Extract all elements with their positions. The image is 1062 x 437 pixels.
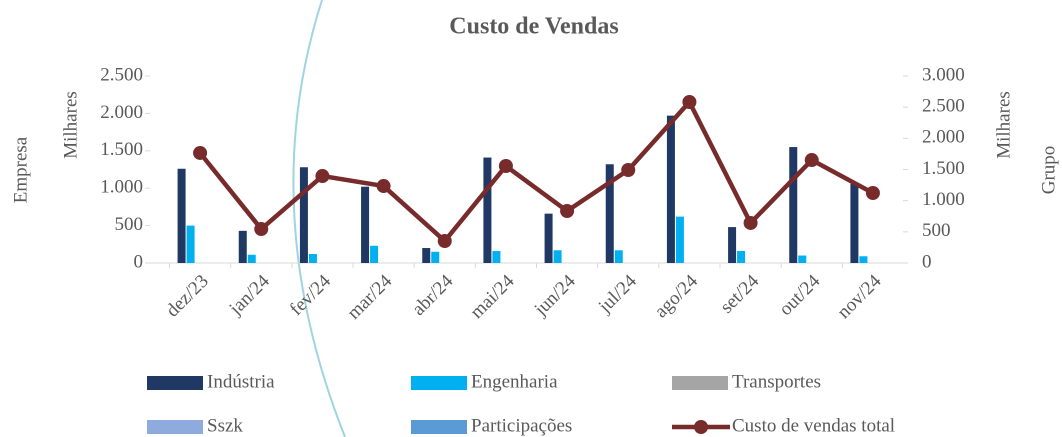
bar	[789, 147, 798, 263]
x-tick-label: out/24	[775, 270, 825, 320]
legend-swatch	[147, 420, 203, 434]
bar	[737, 251, 746, 263]
line-marker	[560, 204, 575, 219]
x-tick-label: jun/24	[530, 270, 580, 320]
x-tick-label: ago/24	[651, 270, 703, 322]
y2-axis-group: Grupo	[1038, 146, 1059, 195]
line-marker	[437, 233, 452, 248]
x-tick-label: fev/24	[286, 270, 336, 320]
bar	[492, 251, 501, 263]
legend-label: Participações	[471, 415, 572, 436]
y-tick-label: 0	[134, 251, 144, 272]
y-tick-label: 1.000	[100, 177, 143, 198]
line-marker	[376, 179, 391, 194]
bar	[361, 186, 370, 263]
bar	[728, 227, 737, 263]
legend-swatch	[672, 376, 728, 390]
bar	[422, 248, 431, 263]
bar	[186, 225, 195, 263]
bar	[675, 216, 684, 263]
y2-tick-label: 1.000	[922, 189, 965, 210]
bar	[370, 245, 379, 263]
line-marker	[621, 162, 636, 177]
bar	[238, 230, 247, 263]
bar	[544, 213, 553, 263]
x-tick-label: mai/24	[466, 270, 519, 323]
bar	[299, 167, 308, 263]
bar	[483, 157, 492, 263]
decoration-curve	[292, 0, 346, 437]
y2-axis-label: Milhares	[993, 91, 1014, 159]
y-axis-group: Empresa	[10, 136, 31, 203]
legend-swatch	[147, 376, 203, 390]
legend-swatch	[411, 376, 467, 390]
bar	[605, 164, 614, 263]
bar	[247, 254, 256, 263]
bar	[859, 256, 868, 263]
x-tick-label: nov/24	[833, 270, 886, 323]
y-tick-label: 2.500	[100, 64, 143, 85]
x-tick-label: set/24	[716, 270, 763, 317]
y-tick-label: 1.500	[100, 139, 143, 160]
x-tick-label: mar/24	[343, 270, 396, 323]
bar	[177, 168, 186, 263]
legend-label: Engenharia	[471, 371, 558, 392]
y2-tick-label: 3.000	[922, 64, 965, 85]
x-tick-label: dez/23	[162, 271, 213, 322]
line	[198, 98, 874, 245]
x-tick-label: abr/24	[408, 270, 458, 320]
line-marker	[682, 94, 697, 109]
bar	[308, 254, 317, 263]
line-marker	[804, 153, 819, 168]
line-marker	[254, 222, 269, 237]
legend-label: Custo de vendas total	[732, 415, 895, 436]
y2-tick-label: 2.500	[922, 96, 965, 117]
y2-tick-label: 1.500	[922, 158, 965, 179]
y2-tick-label: 500	[922, 220, 951, 241]
bar	[798, 255, 807, 263]
x-tick-label: jul/24	[594, 270, 641, 317]
bar	[553, 250, 562, 263]
y-tick-label: 2.000	[100, 102, 143, 123]
y2-tick-label: 2.000	[922, 127, 965, 148]
bar	[431, 251, 440, 263]
line-marker	[498, 159, 513, 174]
chart-title: Custo de Vendas	[449, 14, 618, 40]
line-marker	[193, 145, 208, 160]
line-marker	[743, 215, 758, 230]
x-tick-label: jan/24	[225, 270, 274, 319]
legend-label: Sszk	[207, 415, 243, 436]
bar	[614, 250, 623, 263]
line-marker	[315, 169, 330, 184]
y2-tick-label: 0	[922, 251, 932, 272]
legend-label: Indústria	[207, 371, 275, 392]
bar	[850, 183, 859, 263]
bar	[666, 115, 675, 263]
y-tick-label: 500	[115, 214, 144, 235]
legend-label: Transportes	[732, 371, 821, 392]
y-axis-label: Milhares	[60, 91, 81, 159]
legend-swatch-marker	[694, 420, 708, 434]
legend-swatch	[411, 420, 467, 434]
line-marker	[865, 185, 880, 200]
